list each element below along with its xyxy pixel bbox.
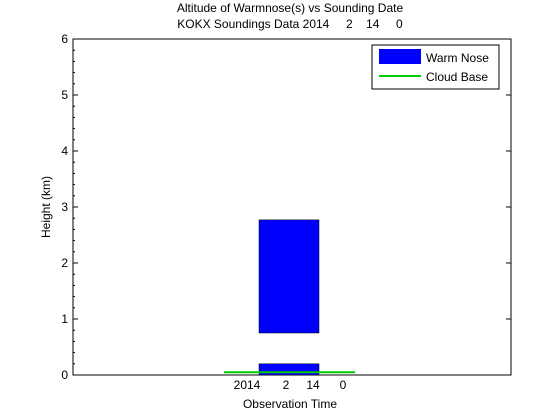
x-tick-label: 2 [283,378,290,392]
x-tick-label: 14 [306,378,320,392]
warm-nose-bar [258,219,320,334]
legend-label-warm-nose: Warm Nose [426,51,489,65]
y-tick-label: 2 [61,256,68,270]
chart-title: Altitude of Warmnose(s) vs Sounding Date [177,1,404,15]
y-tick-label: 3 [61,200,68,214]
x-tick-label: 2014 [234,378,261,392]
x-axis-label: Observation Time [243,397,337,411]
y-axis-label: Height (km) [39,176,53,238]
y-tick-label: 5 [61,88,68,102]
warm-nose-bar [258,363,320,376]
y-tick-label: 6 [61,32,68,46]
chart-subtitle: KOKX Soundings Data 2014 2 14 0 [177,17,403,31]
x-axis: 2014 2 14 0 [234,378,347,392]
legend: Warm Nose Cloud Base [371,44,500,90]
y-axis: 0 1 2 3 4 5 6 [61,32,511,382]
warm-nose-series [258,219,320,376]
x-tick-label: 0 [340,378,347,392]
y-tick-label: 0 [61,368,68,382]
y-tick-label: 1 [61,312,68,326]
legend-label-cloud-base: Cloud Base [426,70,488,84]
legend-swatch-warm-nose [379,49,421,64]
y-tick-label: 4 [61,144,68,158]
